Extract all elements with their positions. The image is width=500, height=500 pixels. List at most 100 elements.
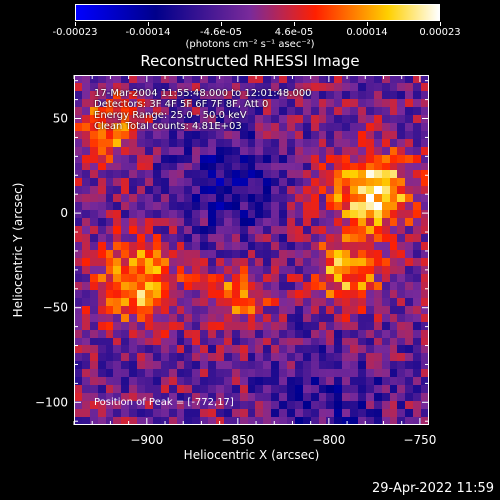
heatmap-cell: [113, 138, 122, 148]
heatmap-cell: [247, 122, 256, 132]
heatmap-cell: [413, 210, 422, 219]
heatmap-cell: [145, 281, 154, 291]
heatmap-cell: [192, 273, 201, 283]
heatmap-cell: [192, 122, 201, 132]
heatmap-cell: [294, 401, 304, 410]
heatmap-cell: [358, 281, 367, 291]
heatmap-cell: [350, 297, 359, 307]
heatmap-cell: [231, 122, 241, 132]
heatmap-cell: [89, 75, 99, 84]
heatmap-cell: [121, 130, 130, 140]
heatmap-cell: [421, 218, 429, 227]
heatmap-cell: [294, 162, 304, 171]
heatmap-cell: [287, 305, 296, 315]
heatmap-cell: [121, 146, 130, 156]
heatmap-cell: [263, 98, 272, 108]
heatmap-cell: [74, 82, 83, 92]
heatmap-cell: [176, 98, 185, 108]
heatmap-cell: [89, 242, 99, 251]
heatmap-cell: [137, 409, 146, 418]
heatmap-cell: [271, 265, 280, 275]
heatmap-cell: [421, 194, 429, 203]
heatmap-cell: [334, 257, 343, 267]
heatmap-cell: [129, 106, 138, 116]
heatmap-cell: [129, 281, 138, 291]
heatmap-cell: [247, 218, 256, 227]
heatmap-cell: [208, 369, 217, 378]
heatmap-cell: [358, 361, 367, 370]
heatmap-cell: [231, 289, 241, 299]
heatmap-cell: [239, 345, 249, 354]
heatmap-cell: [405, 409, 414, 418]
heatmap-cell: [365, 417, 375, 425]
heatmap-cell: [97, 337, 107, 346]
heatmap-cell: [247, 265, 256, 275]
heatmap-cell: [145, 162, 154, 171]
heatmap-cell: [318, 114, 327, 124]
heatmap-cell: [105, 122, 114, 132]
heatmap-cell: [216, 146, 225, 156]
heatmap-cell: [145, 90, 154, 100]
heatmap-cell: [152, 353, 162, 362]
heatmap-cell: [223, 361, 233, 370]
heatmap-cell: [168, 218, 178, 227]
heatmap-cell: [208, 210, 217, 219]
heatmap-cell: [105, 106, 114, 116]
heatmap-cell: [358, 75, 367, 84]
heatmap-cell: [152, 202, 162, 211]
heatmap-cell: [192, 146, 201, 156]
heatmap-cell: [263, 305, 272, 315]
heatmap-cell: [389, 170, 398, 179]
heatmap-cell: [358, 146, 367, 156]
heatmap-cell: [350, 194, 359, 203]
heatmap-cell: [145, 226, 154, 235]
heatmap-cell: [184, 226, 193, 235]
heatmap-cell: [152, 401, 162, 410]
heatmap-cell: [223, 313, 233, 323]
heatmap-cell: [318, 313, 327, 323]
heatmap-cell: [405, 353, 414, 362]
heatmap-cell: [365, 98, 375, 108]
heatmap-cell: [208, 75, 217, 84]
heatmap-cell: [255, 202, 264, 211]
heatmap-cell: [160, 106, 170, 116]
heatmap-cell: [192, 138, 201, 148]
heatmap-cell: [184, 265, 193, 275]
heatmap-cell: [365, 377, 375, 386]
heatmap-cell: [160, 114, 170, 124]
heatmap-cell: [255, 178, 264, 187]
heatmap-cell: [168, 257, 178, 267]
heatmap-cell: [81, 257, 91, 267]
heatmap-cell: [263, 393, 272, 402]
heatmap-cell: [318, 409, 327, 418]
heatmap-cell: [168, 329, 178, 338]
heatmap-cell: [294, 106, 304, 116]
heatmap-cell: [184, 162, 193, 171]
heatmap-cell: [247, 75, 256, 84]
heatmap-cell: [405, 337, 414, 346]
heatmap-cell: [200, 106, 209, 116]
heatmap-cell: [413, 289, 422, 299]
heatmap-cell: [302, 281, 312, 291]
heatmap-cell: [200, 417, 209, 425]
heatmap-cell: [168, 146, 178, 156]
heatmap-cell: [413, 218, 422, 227]
heatmap-cell: [223, 98, 233, 108]
heatmap-cell: [302, 154, 312, 163]
heatmap-cell: [373, 329, 383, 338]
heatmap-cell: [302, 417, 312, 425]
heatmap-cell: [294, 90, 304, 100]
heatmap-cell: [200, 329, 209, 338]
heatmap-cell: [326, 146, 335, 156]
heatmap-cell: [184, 242, 193, 251]
heatmap-cell: [381, 234, 391, 243]
heatmap-cell: [413, 297, 422, 307]
heatmap-cell: [105, 90, 114, 100]
heatmap-cell: [121, 353, 130, 362]
heatmap-cell: [216, 377, 225, 386]
heatmap-cell: [294, 289, 304, 299]
heatmap-cell: [255, 138, 264, 148]
heatmap-cell: [397, 401, 406, 410]
heatmap-cell: [89, 321, 99, 331]
heatmap-cell: [279, 393, 288, 402]
